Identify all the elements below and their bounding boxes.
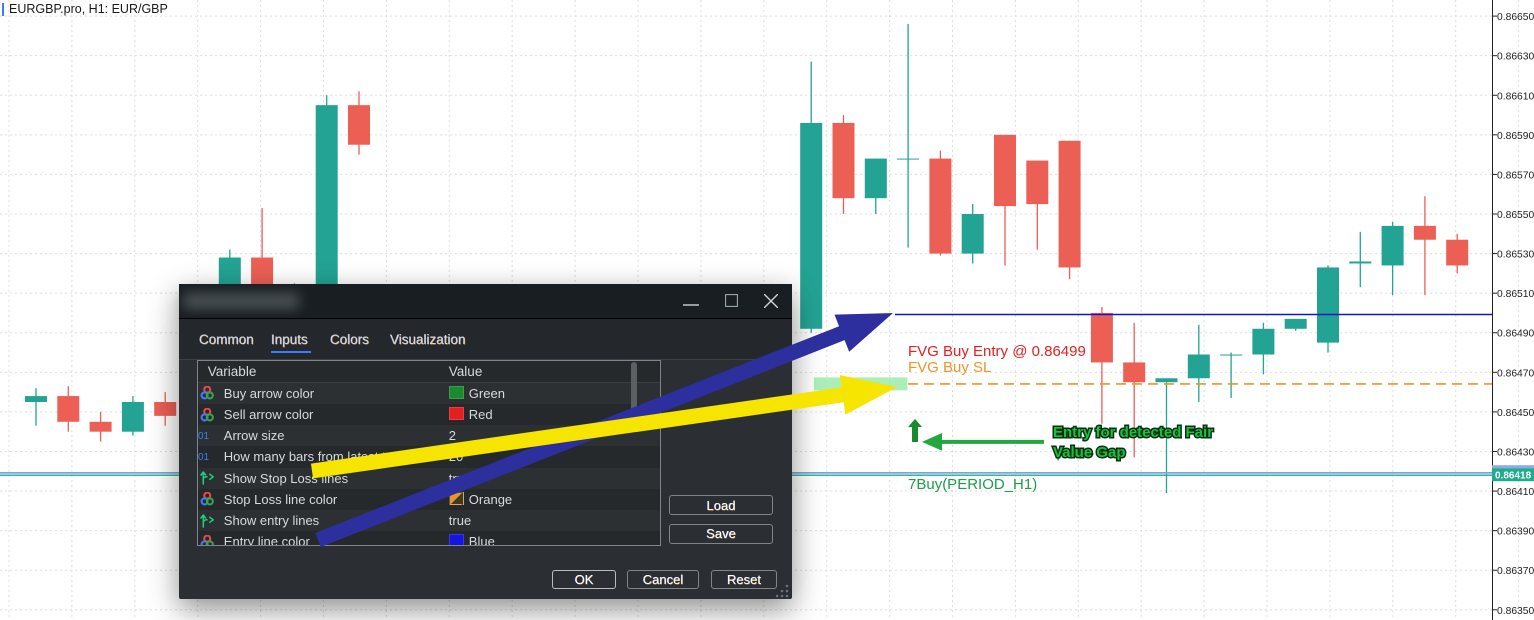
svg-text:0.86370: 0.86370 <box>1497 566 1534 577</box>
svg-text:Value Gap: Value Gap <box>1053 444 1126 461</box>
svg-text:7Buy(PERIOD_H1): 7Buy(PERIOD_H1) <box>908 476 1037 493</box>
svg-text:0.86610: 0.86610 <box>1497 91 1534 102</box>
svg-text:FVG Buy Entry @ 0.86499: FVG Buy Entry @ 0.86499 <box>908 343 1086 360</box>
svg-text:FVG Buy SL: FVG Buy SL <box>908 359 991 376</box>
svg-text:0.86410: 0.86410 <box>1497 487 1534 498</box>
svg-text:0.86510: 0.86510 <box>1497 289 1534 300</box>
svg-text:Entry for detected Fair: Entry for detected Fair <box>1053 424 1213 441</box>
svg-text:0.86430: 0.86430 <box>1497 447 1534 458</box>
svg-text:0.86490: 0.86490 <box>1497 329 1534 340</box>
svg-text:01: 01 <box>198 452 210 463</box>
svg-text:01: 01 <box>198 431 210 442</box>
svg-text:0.86650: 0.86650 <box>1497 12 1534 23</box>
svg-text:0.86450: 0.86450 <box>1497 408 1534 419</box>
svg-text:0.86530: 0.86530 <box>1497 250 1534 261</box>
svg-text:0.86418: 0.86418 <box>1495 471 1532 482</box>
svg-text:0.86350: 0.86350 <box>1497 606 1534 617</box>
svg-text:0.86390: 0.86390 <box>1497 527 1534 538</box>
svg-text:0.86550: 0.86550 <box>1497 210 1534 221</box>
svg-text:0.86630: 0.86630 <box>1497 52 1534 63</box>
svg-text:0.86570: 0.86570 <box>1497 170 1534 181</box>
svg-text:0.86590: 0.86590 <box>1497 131 1534 142</box>
svg-text:0.86470: 0.86470 <box>1497 368 1534 379</box>
